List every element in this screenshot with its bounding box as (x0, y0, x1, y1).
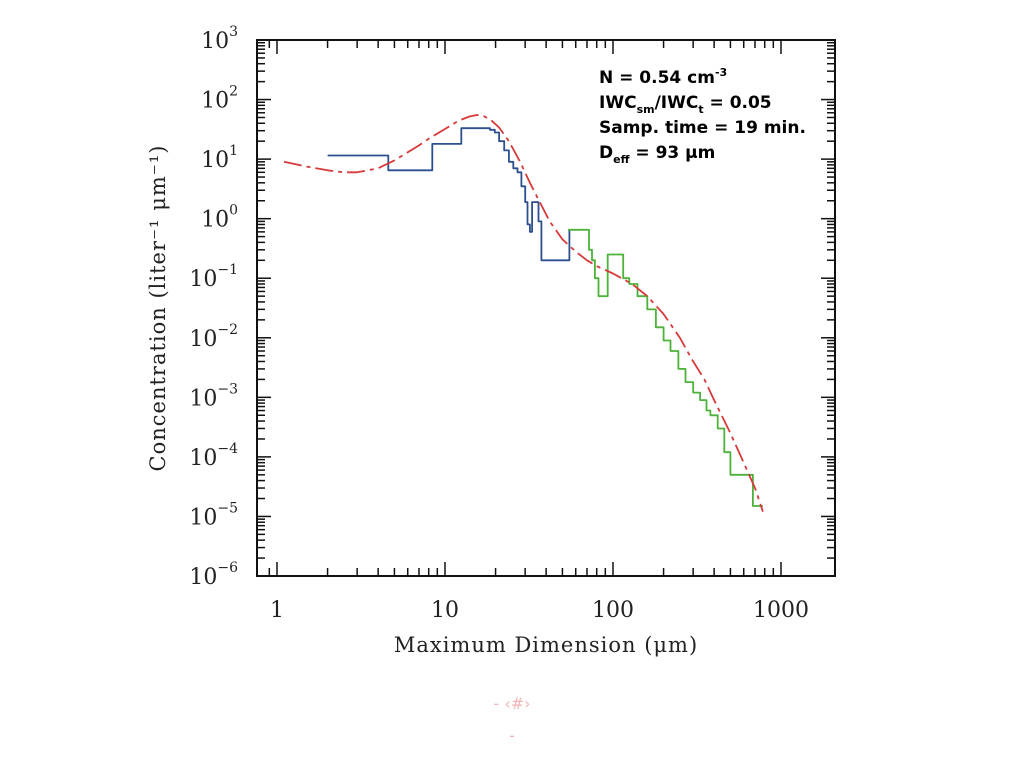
y-tick-label: 10−1 (189, 262, 238, 292)
footer-slide-number: - ‹#› (493, 694, 531, 713)
annotation-line: IWCsm/IWCt = 0.05 (599, 93, 772, 116)
annotation-line: N = 0.54 cm-3 (599, 66, 727, 88)
x-minor-ticks (268, 40, 782, 576)
series-layer (283, 114, 764, 512)
y-tick-label: 100 (201, 203, 238, 233)
x-tick-label: 1000 (753, 598, 809, 623)
footer-dash: - (509, 726, 515, 745)
plot-frame (256, 39, 836, 577)
x-tick-label: 10 (431, 598, 459, 623)
y-tick-label: 102 (201, 84, 238, 114)
y-tick-label: 10−6 (189, 560, 238, 590)
y-tick-label: 10−3 (189, 381, 238, 411)
series-line-1 (327, 127, 571, 262)
y-tick-label: 103 (201, 24, 238, 54)
x-axis-title: Maximum Dimension (μm) (394, 633, 698, 657)
x-tick-labels: 1 10 100 1000 (270, 598, 809, 623)
x-tick-label: 100 (592, 598, 634, 623)
series-line-3 (283, 114, 764, 512)
y-tick-labels: 103 102 101 100 10−1 10−2 10−3 10−4 10−5 10−6 (189, 24, 238, 590)
y-tick-label: 10−5 (189, 500, 238, 530)
y-tick-label: 10−4 (189, 441, 238, 471)
x-tick-label: 1 (270, 598, 284, 623)
y-tick-label: 10−2 (189, 322, 238, 352)
y-tick-label: 101 (201, 143, 238, 173)
annotation-line: Samp. time = 19 min. (599, 118, 806, 138)
annotation-line: Deff = 93 μm (599, 143, 715, 166)
y-axis-title: Concentration (liter⁻¹ μm⁻¹) (146, 145, 170, 472)
series-line-2 (568, 228, 763, 507)
